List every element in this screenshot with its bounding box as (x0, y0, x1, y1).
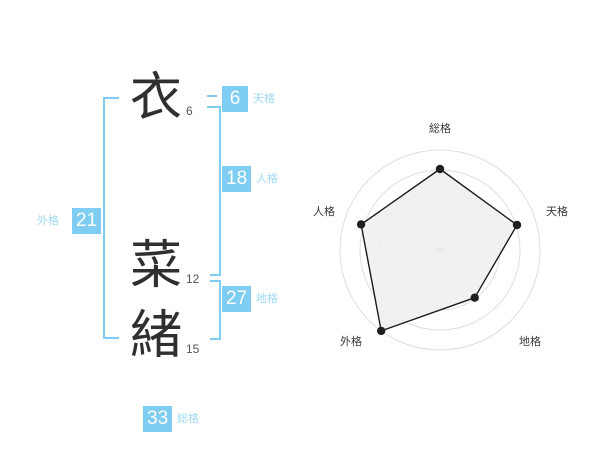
stroke-count-3: 15 (186, 342, 200, 356)
stroke-count-2: 12 (186, 272, 200, 286)
score-badge-tenkaku[interactable]: 6 (222, 86, 248, 112)
name-character-3: 緒 (130, 306, 183, 366)
radar-polygon (360, 168, 518, 332)
stroke-count-1: 6 (186, 104, 193, 118)
score-label-soukaku: 総格 (177, 412, 199, 425)
radar-axis-label-chikaku: 地格 (519, 334, 541, 348)
radar-axis-label-soukaku: 総格 (429, 121, 451, 135)
name-character-2: 菜 (130, 236, 183, 296)
score-badge-chikaku[interactable]: 27 (222, 286, 252, 312)
bracket-tenkaku-top (207, 95, 217, 97)
score-label-jinkaku: 人格 (256, 172, 278, 185)
radar-axis-label-tenkaku: 天格 (546, 204, 568, 218)
score-label-gaikaku: 外格 (37, 214, 59, 227)
bracket-jinkaku (210, 106, 221, 276)
radar-chart-panel: 総格 天格 地格 外格 人格 (300, 0, 600, 470)
radar-point-gaikaku[interactable] (377, 326, 386, 336)
score-badge-soukaku[interactable]: 33 (143, 406, 173, 432)
radar-axis-label-gaikaku: 外格 (340, 334, 362, 348)
name-character-1: 衣 (130, 68, 183, 128)
radar-chart-svg: 総格 天格 地格 外格 人格 (313, 121, 568, 351)
score-label-tenkaku: 天格 (253, 92, 275, 105)
score-label-chikaku: 地格 (256, 292, 278, 305)
radar-point-jinkaku[interactable] (356, 220, 366, 229)
radar-series (356, 164, 522, 336)
name-diagram-panel: 衣 6 菜 12 緒 15 6 天格 18 人格 27 地格 外格 21 33 … (37, 68, 278, 432)
radar-axis-label-jinkaku: 人格 (313, 204, 335, 218)
score-badge-gaikaku[interactable]: 21 (72, 208, 102, 234)
radar-point-chikaku[interactable] (470, 293, 479, 302)
score-badge-jinkaku[interactable]: 18 (222, 166, 252, 192)
bracket-chikaku (210, 280, 221, 340)
radar-axis-labels: 総格 天格 地格 外格 人格 (313, 121, 568, 348)
bracket-gaikaku (103, 97, 119, 339)
radar-ring-5 (339, 149, 541, 351)
radar-point-soukaku[interactable] (435, 164, 445, 174)
radar-point-tenkaku[interactable] (512, 220, 522, 230)
